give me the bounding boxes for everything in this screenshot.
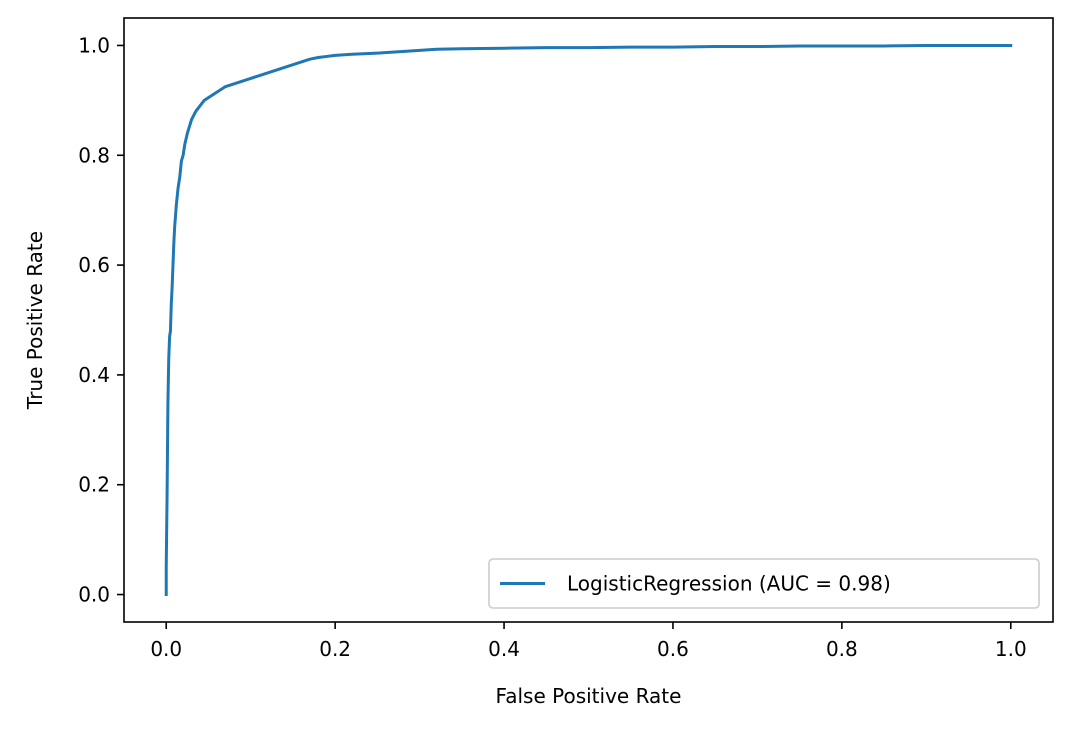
x-tick-label: 0.4: [488, 637, 520, 661]
y-tick-label: 0.8: [78, 143, 110, 167]
y-tick-label: 0.6: [78, 253, 110, 277]
y-tick-label: 0.0: [78, 583, 110, 607]
x-tick-label: 0.8: [826, 637, 858, 661]
y-tick-label: 1.0: [78, 33, 110, 57]
x-tick-label: 1.0: [995, 637, 1027, 661]
x-axis-ticks: 0.0 0.2 0.4 0.6 0.8 1.0: [150, 622, 1027, 661]
x-tick-label: 0.2: [319, 637, 351, 661]
x-axis-label: False Positive Rate: [496, 684, 682, 708]
legend: LogisticRegression (AUC = 0.98): [488, 558, 1040, 609]
legend-box: [488, 558, 1040, 609]
y-axis-label: True Positive Rate: [23, 231, 47, 410]
y-tick-label: 0.4: [78, 363, 110, 387]
x-tick-label: 0.6: [657, 637, 689, 661]
roc-curve-line: [164, 43, 1013, 597]
legend-entry-label: LogisticRegression (AUC = 0.98): [567, 572, 891, 596]
y-axis-ticks: 0.0 0.2 0.4 0.6 0.8 1.0: [78, 33, 124, 607]
plot-area-frame: [123, 17, 1054, 623]
y-tick-label: 0.2: [78, 473, 110, 497]
x-tick-label: 0.0: [150, 637, 182, 661]
